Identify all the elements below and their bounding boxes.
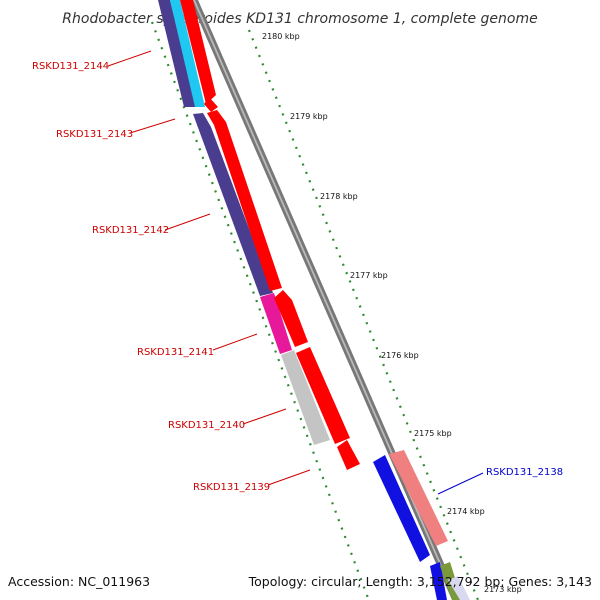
kbp-label-2175: 2175 kbp [414, 429, 452, 438]
kbp-label-2177: 2177 kbp [350, 271, 388, 280]
outer-scale-ring [247, 29, 480, 600]
gene-label-2139[interactable]: RSKD131_2139 [193, 482, 270, 493]
gene-label-2140[interactable]: RSKD131_2140 [168, 420, 245, 431]
gene-2142-feature[interactable] [193, 113, 273, 296]
gene-2144-feature[interactable] [158, 0, 196, 107]
map-title: Rhodobacter sphaeroides KD131 chromosome… [62, 11, 537, 27]
inner-tick-ring [150, 21, 370, 599]
gene-label-2143[interactable]: RSKD131_2143 [56, 129, 133, 140]
kbp-label-2178: 2178 kbp [320, 192, 358, 201]
gene-label-2138[interactable]: RSKD131_2138 [486, 467, 563, 478]
gene-2144-arrow[interactable] [180, 0, 216, 104]
gene-label-2141[interactable]: RSKD131_2141 [137, 347, 214, 358]
gene-2144-cds[interactable] [170, 0, 205, 107]
gene-2141-arrow[interactable] [274, 290, 308, 347]
kbp-label-2173: 2173 kbp [484, 585, 522, 594]
topology-text: Topology: circular; Length: 3,152,792 bp… [248, 574, 592, 589]
gene-2138-feature[interactable] [373, 455, 430, 562]
gene-2139-arrow[interactable] [337, 440, 360, 470]
kbp-label-2174: 2174 kbp [447, 507, 485, 516]
kbp-label-2180: 2180 kbp [262, 32, 300, 41]
gene-2142-arrow[interactable] [207, 110, 282, 291]
gene-2140-feature[interactable] [281, 350, 330, 445]
gene-2143-arrow[interactable] [204, 97, 218, 112]
kbp-label-2179: 2179 kbp [290, 112, 328, 121]
gene-2138-cds[interactable] [389, 450, 448, 546]
gene-label-2144[interactable]: RSKD131_2144 [32, 61, 109, 72]
accession-text: Accession: NC_011963 [8, 574, 150, 589]
kbp-label-2176: 2176 kbp [381, 351, 419, 360]
gene-2140-arrow[interactable] [296, 347, 350, 444]
gene-label-2142[interactable]: RSKD131_2142 [92, 225, 169, 236]
gene-2141-feature[interactable] [260, 293, 292, 354]
gene-2137-feature[interactable] [430, 562, 447, 600]
